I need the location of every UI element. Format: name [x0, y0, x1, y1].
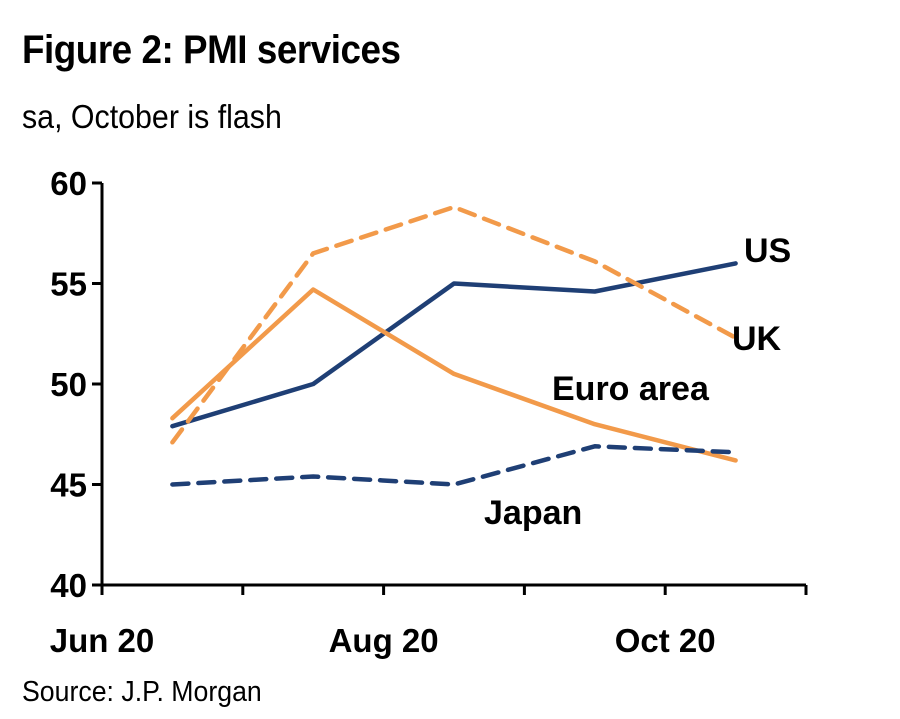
source-note: Source: J.P. Morgan [22, 676, 262, 708]
series-line-euro-area [170, 287, 738, 463]
chart-axes: 40 45 50 55 60 Jun 20 Aug 20 Oct 20 [50, 165, 808, 659]
chart-title: Figure 2: PMI services [22, 28, 401, 72]
series-label-japan: Japan [484, 494, 582, 532]
y-tick-label: 40 [50, 567, 87, 604]
series-line-us [170, 261, 738, 429]
chart-subtitle: sa, October is flash [22, 98, 282, 135]
x-tick-label: Jun 20 [50, 622, 155, 659]
y-tick-label: 55 [50, 266, 87, 303]
y-tick-label: 60 [50, 165, 87, 202]
series-label-us: US [744, 232, 791, 270]
series-line-uk [170, 204, 738, 445]
series-label-uk: UK [732, 320, 782, 358]
y-tick-label: 45 [50, 467, 87, 504]
series-line-japan [170, 444, 738, 487]
chart-series [170, 204, 738, 487]
x-tick-label: Oct 20 [615, 622, 716, 659]
x-tick-label: Aug 20 [329, 622, 439, 659]
series-label-euro-area: Euro area [552, 370, 710, 408]
chart-series-labels: US UK Euro area Japan [484, 232, 791, 532]
y-tick-label: 50 [50, 366, 87, 403]
